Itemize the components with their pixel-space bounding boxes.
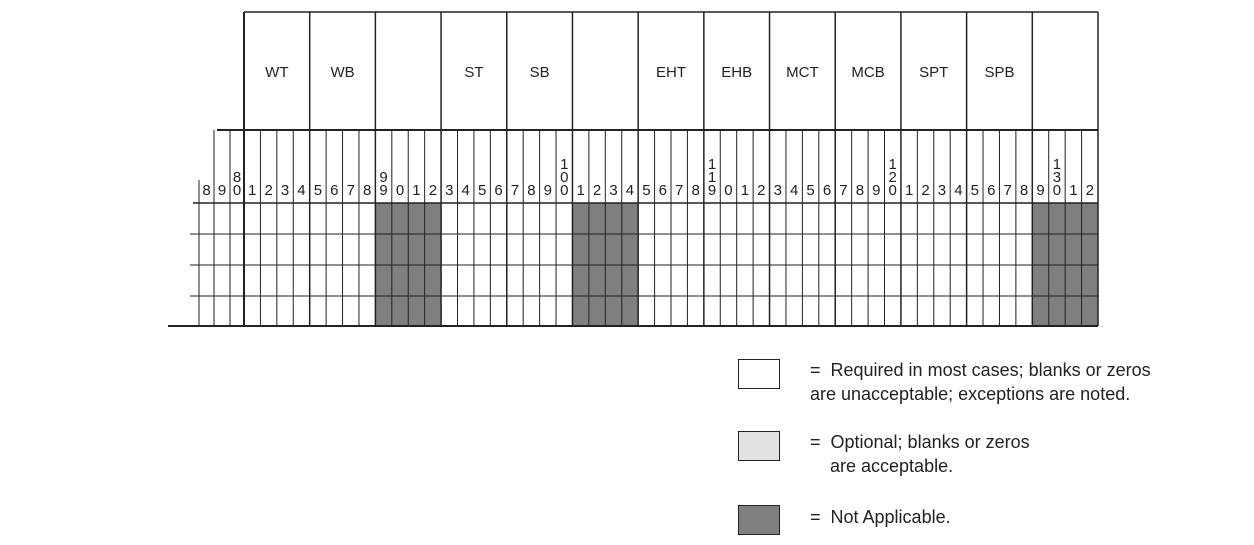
column-number: 2 [921,182,929,199]
column-number: 8 [856,182,864,199]
column-number: 9 [544,182,552,199]
column-number: 3 [774,182,782,199]
field-group-label: WB [330,64,354,81]
column-number: 3 [609,182,617,199]
field-group-label: SPB [984,64,1014,81]
column-number: 9 [1036,182,1044,199]
column-number: 9 [872,182,880,199]
column-number: 1 [577,182,585,199]
column-number: 6 [659,182,667,199]
column-number: 3 [938,182,946,199]
legend-not-applicable-swatch [738,505,780,535]
column-number: 0 [724,182,732,199]
column-number: 8 [202,182,210,199]
column-number: 2 [264,182,272,199]
column-number: 4 [462,182,470,199]
legend-not-applicable-text: = Not Applicable. [810,507,951,527]
column-number: 4 [626,182,634,199]
column-number: 7 [347,182,355,199]
column-number: 5 [971,182,979,199]
field-group-label: EHB [721,64,752,81]
column-number: 1 [1069,182,1077,199]
column-number: 4 [297,182,305,199]
column-number: 7 [675,182,683,199]
column-number: 7 [1004,182,1012,199]
field-group-label: SPT [919,64,948,81]
column-number: 1 [248,182,256,199]
column-number: 8 [1020,182,1028,199]
column-number: 5 [806,182,814,199]
column-number: 6 [987,182,995,199]
column-number: 4 [790,182,798,199]
column-number: 2 [757,182,765,199]
column-number: 6 [330,182,338,199]
legend-optional-text: = Optional; blanks or zeros are acceptab… [810,432,1030,476]
column-number: 8 [691,182,699,199]
column-number: 2 [1086,182,1094,199]
column-number: 6 [494,182,502,199]
column-number: 5 [478,182,486,199]
column-number: 7 [839,182,847,199]
column-number: 7 [511,182,519,199]
column-number: 1 [741,182,749,199]
column-number: 8 [363,182,371,199]
column-number: 2 [429,182,437,199]
legend-required-swatch [738,359,780,389]
column-number: 1 [905,182,913,199]
field-group-label: EHT [656,64,686,81]
field-group-label: MCT [786,64,819,81]
column-number: 4 [954,182,962,199]
field-group-label: WT [265,64,288,81]
column-number: 9 [218,182,226,199]
column-number: 5 [642,182,650,199]
column-number: 0 [396,182,404,199]
field-group-label: ST [464,64,483,81]
field-group-label: SB [530,64,550,81]
column-number: 3 [281,182,289,199]
column-number: 8 [527,182,535,199]
column-number: 6 [823,182,831,199]
field-group-label: MCB [851,64,884,81]
column-number: 3 [445,182,453,199]
column-number: 1 [412,182,420,199]
legend-optional-swatch [738,431,780,461]
column-number: 5 [314,182,322,199]
column-number: 2 [593,182,601,199]
legend-required-text: = Required in most cases; blanks or zero… [810,360,1151,404]
